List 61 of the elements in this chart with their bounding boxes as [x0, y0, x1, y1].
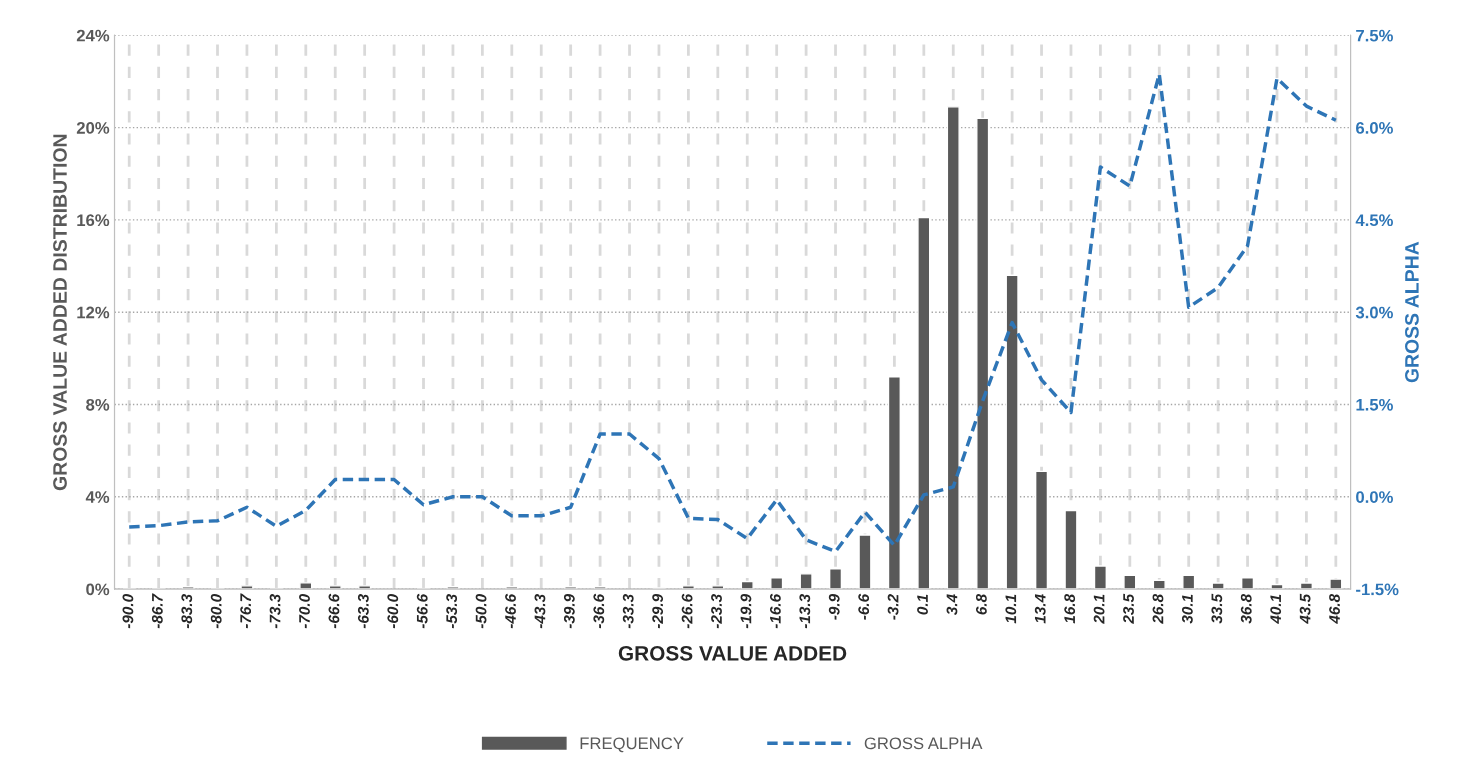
- y-tick-label: 0%: [86, 583, 110, 596]
- x-tick-label: -16.6: [769, 593, 781, 629]
- y-tick-label: 24%: [76, 29, 110, 42]
- x-tick-label: 46.8: [1329, 593, 1340, 624]
- x-tick-label: -76.7: [240, 593, 252, 629]
- x-tick-label: 13.4: [1034, 594, 1046, 624]
- x-tick-label: 23.5: [1123, 593, 1134, 624]
- legend-label: FREQUENCY: [580, 737, 684, 753]
- x-tick-label: -63.3: [357, 594, 369, 629]
- x-tick-label: 10.1: [1005, 594, 1017, 624]
- x-tick-label: -39.9: [563, 593, 575, 629]
- x-tick-label: 33.5: [1211, 593, 1223, 624]
- x-tick-label: 20.1: [1093, 594, 1105, 624]
- y2-tick-label: 7.5%: [1356, 29, 1393, 42]
- y-tick-label: 4%: [85, 491, 110, 503]
- x-tick-label: -70.0: [299, 594, 310, 629]
- y2-tick-label: 0.0%: [1356, 491, 1393, 503]
- x-tick-label: -26.6: [681, 593, 693, 629]
- x-tick-label: 43.5: [1299, 593, 1311, 624]
- x-tick-label: -66.6: [328, 593, 340, 629]
- x-tick-label: -53.3: [446, 594, 458, 629]
- legend-label: GROSS ALPHA: [864, 737, 983, 750]
- y-tick-label: 20%: [76, 122, 110, 134]
- x-tick-label: -19.9: [740, 593, 752, 629]
- x-tick-label: -6.6: [858, 593, 870, 620]
- x-tick-label: 0.1: [917, 594, 928, 615]
- y-tick-label: 12%: [77, 306, 110, 319]
- x-tick-label: 6.8: [975, 593, 987, 615]
- x-tick-label: 3.4: [946, 594, 958, 616]
- y-tick-label: 16%: [77, 214, 110, 227]
- x-tick-label: 16.8: [1064, 593, 1076, 624]
- x-tick-label: -43.3: [534, 594, 546, 629]
- x-tick-label: 40.1: [1270, 594, 1282, 624]
- x-tick-label: -33.3: [622, 594, 634, 629]
- x-tick-label: -46.6: [505, 593, 516, 629]
- x-tick-label: -50.0: [475, 594, 487, 629]
- y2-tick-label: -1.5%: [1356, 583, 1399, 596]
- y2-tick-label: 4.5%: [1355, 214, 1393, 227]
- x-tick-label: 30.1: [1181, 594, 1193, 624]
- x-tick-label: -23.3: [711, 594, 722, 629]
- x-tick-label: -83.3: [181, 594, 193, 629]
- y2-tick-label: 1.5%: [1356, 398, 1393, 411]
- y-axis-title: GROSS VALUE ADDED DISTRIBUTION: [53, 134, 67, 491]
- y2-axis-title: GROSS ALPHA: [1405, 241, 1419, 383]
- x-tick-label: -86.7: [151, 593, 163, 629]
- x-tick-label: -13.3: [799, 594, 811, 629]
- y-tick-label: 8%: [86, 398, 110, 411]
- x-tick-label: -80.0: [210, 594, 222, 629]
- y2-tick-label: 3.0%: [1355, 306, 1393, 319]
- x-axis-title: GROSS VALUE ADDED: [618, 645, 847, 661]
- x-tick-label: -60.0: [387, 594, 399, 629]
- x-tick-label: -73.3: [269, 594, 281, 629]
- x-tick-label: 26.8: [1152, 593, 1164, 624]
- x-tick-label: -3.2: [887, 594, 899, 620]
- x-tick-label: -36.6: [593, 593, 605, 629]
- x-tick-label: -9.9: [828, 593, 840, 620]
- x-tick-label: 36.8: [1240, 593, 1252, 624]
- x-tick-label: -29.9: [652, 593, 664, 629]
- y2-tick-label: 6.0%: [1356, 122, 1393, 134]
- x-tick-label: -90.0: [122, 594, 134, 629]
- x-tick-label: -56.6: [416, 593, 428, 629]
